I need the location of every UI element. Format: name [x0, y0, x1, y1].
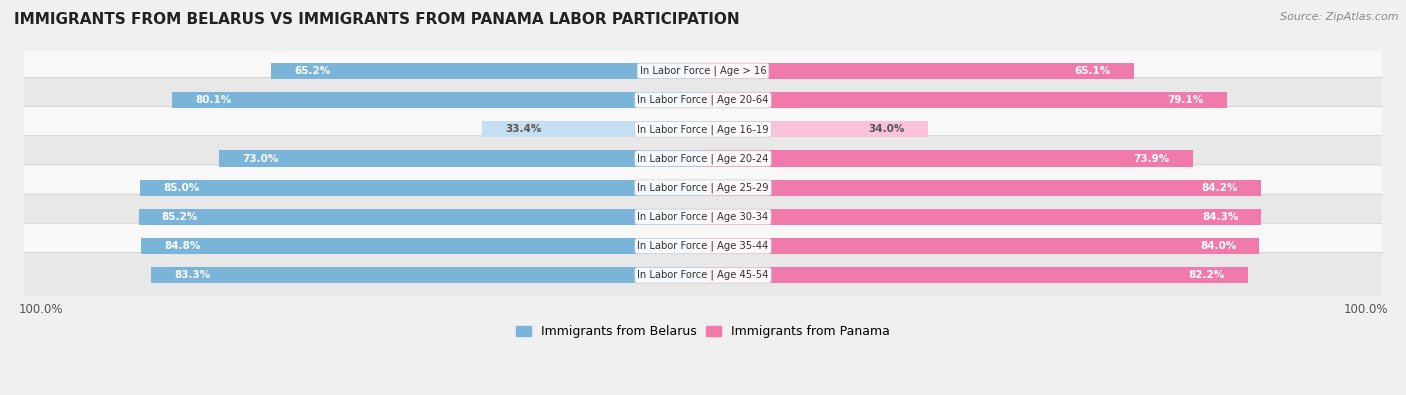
Text: 33.4%: 33.4% [505, 124, 541, 134]
Bar [139, 209, 703, 225]
FancyBboxPatch shape [22, 136, 1384, 181]
Bar [703, 121, 928, 137]
FancyBboxPatch shape [22, 165, 1384, 211]
FancyBboxPatch shape [22, 48, 1384, 94]
Bar [271, 63, 703, 79]
Bar [703, 63, 1135, 79]
Bar [482, 121, 703, 137]
Bar [139, 180, 703, 196]
Bar [703, 180, 1261, 196]
Text: In Labor Force | Age > 16: In Labor Force | Age > 16 [640, 66, 766, 76]
Text: In Labor Force | Age 35-44: In Labor Force | Age 35-44 [637, 241, 769, 251]
Text: In Labor Force | Age 25-29: In Labor Force | Age 25-29 [637, 182, 769, 193]
Bar [703, 238, 1260, 254]
Text: 73.9%: 73.9% [1133, 154, 1170, 164]
FancyBboxPatch shape [22, 194, 1384, 240]
Text: 83.3%: 83.3% [174, 270, 211, 280]
Text: 85.0%: 85.0% [163, 182, 200, 193]
Text: In Labor Force | Age 16-19: In Labor Force | Age 16-19 [637, 124, 769, 135]
Text: 84.8%: 84.8% [165, 241, 201, 251]
Text: 84.0%: 84.0% [1199, 241, 1236, 251]
Text: In Labor Force | Age 45-54: In Labor Force | Age 45-54 [637, 270, 769, 280]
Text: 85.2%: 85.2% [162, 212, 198, 222]
Bar [152, 267, 703, 283]
Text: IMMIGRANTS FROM BELARUS VS IMMIGRANTS FROM PANAMA LABOR PARTICIPATION: IMMIGRANTS FROM BELARUS VS IMMIGRANTS FR… [14, 12, 740, 27]
Text: In Labor Force | Age 20-24: In Labor Force | Age 20-24 [637, 153, 769, 164]
Text: 79.1%: 79.1% [1167, 95, 1204, 105]
Text: 84.2%: 84.2% [1201, 182, 1237, 193]
FancyBboxPatch shape [22, 223, 1384, 269]
Text: In Labor Force | Age 20-64: In Labor Force | Age 20-64 [637, 95, 769, 105]
Bar [703, 209, 1261, 225]
FancyBboxPatch shape [22, 252, 1384, 298]
Text: 73.0%: 73.0% [243, 154, 278, 164]
Text: 80.1%: 80.1% [195, 95, 232, 105]
Bar [703, 92, 1227, 108]
Text: 34.0%: 34.0% [869, 124, 905, 134]
Text: 82.2%: 82.2% [1188, 270, 1225, 280]
Text: 65.1%: 65.1% [1074, 66, 1111, 76]
Bar [219, 150, 703, 167]
Bar [141, 238, 703, 254]
Legend: Immigrants from Belarus, Immigrants from Panama: Immigrants from Belarus, Immigrants from… [510, 320, 896, 343]
FancyBboxPatch shape [22, 107, 1384, 152]
Text: 84.3%: 84.3% [1202, 212, 1239, 222]
FancyBboxPatch shape [22, 77, 1384, 123]
Bar [703, 267, 1247, 283]
Text: Source: ZipAtlas.com: Source: ZipAtlas.com [1281, 12, 1399, 22]
Bar [703, 150, 1192, 167]
Bar [173, 92, 703, 108]
Text: In Labor Force | Age 30-34: In Labor Force | Age 30-34 [637, 212, 769, 222]
Text: 65.2%: 65.2% [294, 66, 330, 76]
